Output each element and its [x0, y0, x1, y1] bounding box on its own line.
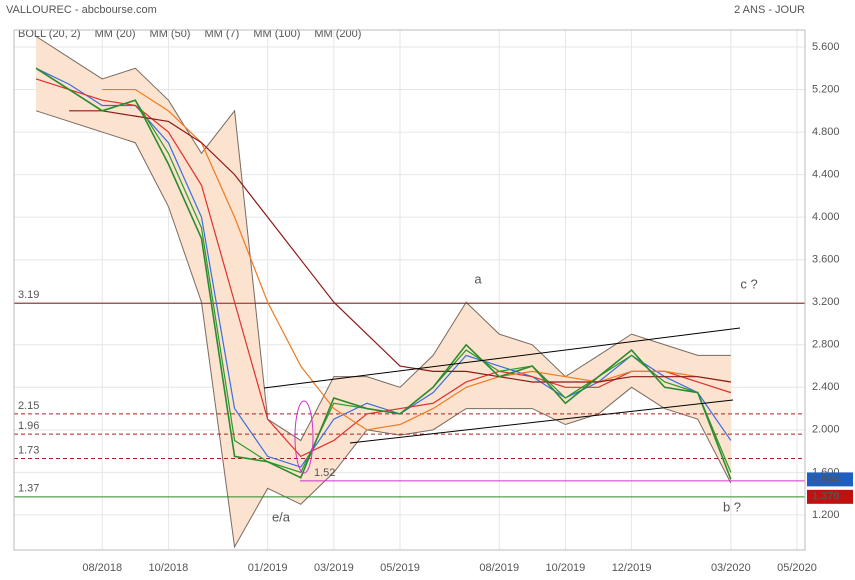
x-tick-label: 10/2018: [149, 562, 189, 574]
chart-subtitle: 2 ANS - JOUR: [734, 4, 805, 16]
x-tick-label: 08/2018: [82, 562, 122, 574]
x-tick-label: 08/2019: [479, 562, 519, 574]
annotation: c ?: [740, 276, 757, 291]
moving-average: [35, 67, 732, 468]
channel-line: [263, 327, 741, 389]
price-tag: [807, 472, 853, 487]
y-tick-label: 5.600: [812, 41, 840, 53]
y-tick-label: 2.800: [812, 339, 840, 351]
level-label: 1.73: [18, 444, 39, 456]
bollinger-band: [36, 36, 731, 547]
level-label: 1.37: [18, 483, 39, 495]
y-tick-label: 4.000: [812, 211, 840, 223]
chart-title: VALLOUREC - abcbourse.com: [6, 4, 157, 16]
bollinger-upper: [35, 35, 731, 442]
legend-entry: MM (200): [314, 28, 361, 40]
highlight-ellipse: [294, 400, 314, 474]
price-tag-label: 1.370: [812, 491, 840, 503]
x-tick-label: 10/2019: [546, 562, 586, 574]
moving-average: [69, 110, 731, 383]
y-tick-label: 3.600: [812, 254, 840, 266]
x-tick-label: 05/2020: [777, 562, 817, 574]
annotation: e/a: [272, 509, 291, 524]
bollinger-lower: [35, 110, 732, 549]
price-tag-label: 1.534: [812, 473, 840, 485]
legend-entry: MM (20): [95, 28, 136, 40]
legend-entry: BOLL (20, 2): [18, 28, 81, 40]
channel-line: [349, 399, 734, 444]
price-line: [35, 67, 732, 480]
x-tick-label: 03/2019: [314, 562, 354, 574]
y-tick-label: 5.200: [812, 83, 840, 95]
level-label: 3.19: [18, 289, 39, 301]
price-tag: [807, 489, 853, 504]
legend-entry: MM (50): [150, 28, 191, 40]
y-tick-label: 3.200: [812, 296, 840, 308]
x-tick-label: 03/2020: [711, 562, 751, 574]
x-tick-label: 01/2019: [248, 562, 288, 574]
y-tick-label: 1.200: [812, 509, 840, 521]
level-label: 1.96: [18, 420, 39, 432]
y-tick-label: 2.400: [812, 381, 840, 393]
x-tick-label: 05/2019: [380, 562, 420, 574]
moving-average: [102, 88, 731, 431]
y-tick-label: 4.800: [812, 126, 840, 138]
y-tick-label: 2.000: [812, 424, 840, 436]
legend-entry: MM (100): [253, 28, 300, 40]
support-label: 1.52: [314, 467, 335, 479]
y-tick-label: 4.400: [812, 169, 840, 181]
legend-entry: MM (7): [204, 28, 239, 40]
x-tick-label: 12/2019: [612, 562, 652, 574]
level-label: 2.15: [18, 400, 39, 412]
annotation: a: [474, 271, 482, 286]
annotation: b ?: [723, 499, 741, 514]
plot-frame: [13, 29, 806, 551]
